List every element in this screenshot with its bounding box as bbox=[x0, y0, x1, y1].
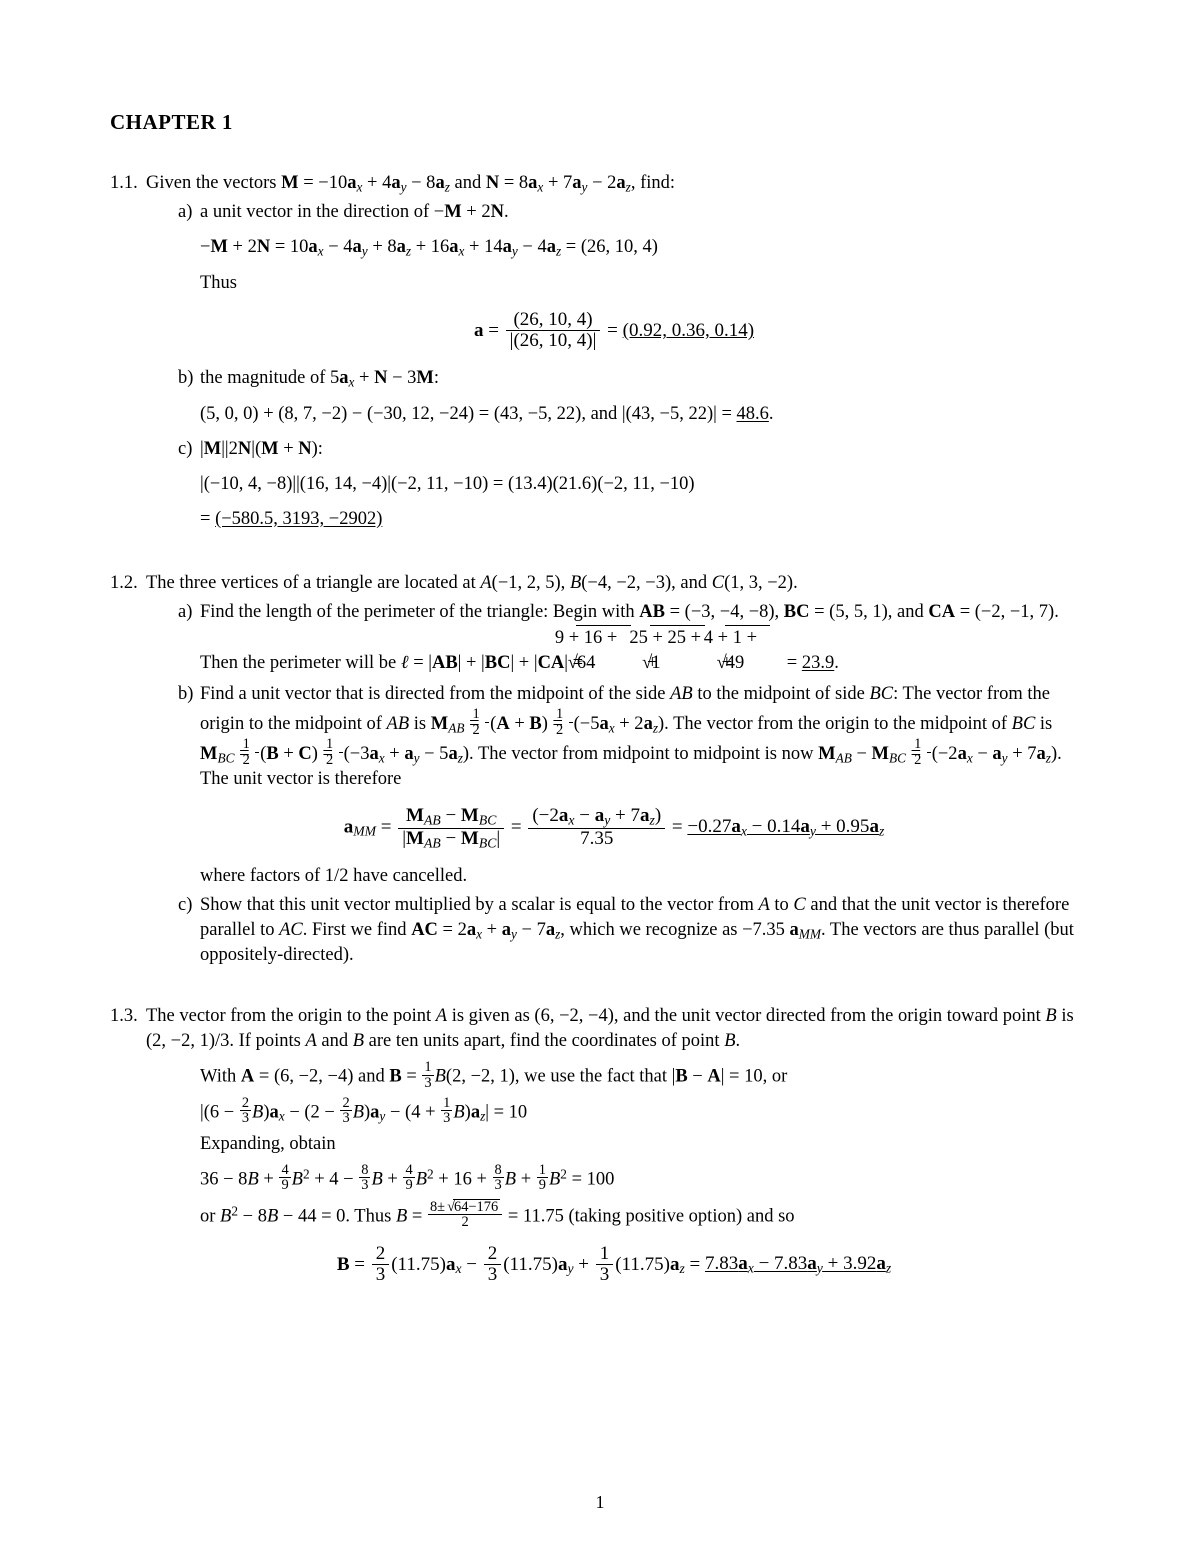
subpart-label: a) bbox=[178, 600, 200, 625]
problem: 1.1.Given the vectors M = −10ax + 4ay − … bbox=[110, 171, 1090, 541]
subpart-text: Find a unit vector that is directed from… bbox=[200, 684, 1062, 789]
equation-display: aMM = MAB − MBC|MAB − MBC| = (−2ax − ay … bbox=[146, 806, 1082, 850]
subpart-label: b) bbox=[178, 366, 200, 391]
problem: 1.2.The three vertices of a triangle are… bbox=[110, 571, 1090, 974]
equation-line: |(−10, 4, −8)||(16, 14, −4)|(−2, 11, −10… bbox=[200, 472, 1082, 497]
subpart-text: the magnitude of 5ax + N − 3M: bbox=[200, 368, 439, 388]
subpart: c)Show that this unit vector multiplied … bbox=[146, 893, 1082, 968]
subpart-label: b) bbox=[178, 682, 200, 707]
problem-number: 1.3. bbox=[110, 1004, 146, 1029]
work-line: 36 − 8B + 49B2 + 4 − 83B + 49B2 + 16 + 8… bbox=[200, 1163, 1082, 1193]
work-line: Expanding, obtain bbox=[200, 1132, 1082, 1157]
work-line: where factors of 1/2 have cancelled. bbox=[200, 864, 1082, 889]
problems-container: 1.1.Given the vectors M = −10ax + 4ay − … bbox=[110, 171, 1090, 1300]
subpart: b)the magnitude of 5ax + N − 3M: bbox=[146, 366, 1082, 391]
work-line: |(6 − 23B)ax − (2 − 23B)ay − (4 + 13B)az… bbox=[200, 1096, 1082, 1126]
problem-stem: The three vertices of a triangle are loc… bbox=[146, 573, 798, 593]
problem-body: Given the vectors M = −10ax + 4ay − 8az … bbox=[146, 171, 1082, 541]
page-number: 1 bbox=[0, 1492, 1200, 1513]
subpart-text: Find the length of the perimeter of the … bbox=[200, 602, 1059, 673]
subpart-text: |M||2N|(M + N): bbox=[200, 439, 323, 459]
chapter-title: CHAPTER 1 bbox=[110, 110, 1090, 135]
subpart: c)|M||2N|(M + N): bbox=[146, 437, 1082, 462]
equation-line: Thus bbox=[200, 271, 1082, 296]
equation-line: = (−580.5, 3193, −2902) bbox=[200, 507, 1082, 532]
equation-display: B = 23(11.75)ax − 23(11.75)ay + 13(11.75… bbox=[146, 1244, 1082, 1287]
subpart: a)Find the length of the perimeter of th… bbox=[146, 600, 1082, 676]
subpart-text: a unit vector in the direction of −M + 2… bbox=[200, 202, 509, 222]
equation-line: (5, 0, 0) + (8, 7, −2) − (−30, 12, −24) … bbox=[200, 402, 1082, 427]
problem: 1.3.The vector from the origin to the po… bbox=[110, 1004, 1090, 1300]
problem-body: The vector from the origin to the point … bbox=[146, 1004, 1082, 1300]
problem-number: 1.1. bbox=[110, 171, 146, 196]
problem-number: 1.2. bbox=[110, 571, 146, 596]
document-page: CHAPTER 1 1.1.Given the vectors M = −10a… bbox=[0, 0, 1200, 1553]
equation-line: −M + 2N = 10ax − 4ay + 8az + 16ax + 14ay… bbox=[200, 235, 1082, 260]
subpart-text: Show that this unit vector multiplied by… bbox=[200, 895, 1074, 965]
subpart-label: a) bbox=[178, 200, 200, 225]
problem-stem: Given the vectors M = −10ax + 4ay − 8az … bbox=[146, 173, 675, 193]
subpart: a)a unit vector in the direction of −M +… bbox=[146, 200, 1082, 225]
subpart-label: c) bbox=[178, 437, 200, 462]
subpart: b)Find a unit vector that is directed fr… bbox=[146, 682, 1082, 792]
subpart-label: c) bbox=[178, 893, 200, 918]
work-line: With A = (6, −2, −4) and B = 13B(2, −2, … bbox=[200, 1060, 1082, 1090]
work-line: or B2 − 8B − 44 = 0. Thus B = 8±64−1762 … bbox=[200, 1199, 1082, 1230]
equation-display: a = (26, 10, 4)|(26, 10, 4)| = (0.92, 0.… bbox=[146, 310, 1082, 353]
problem-stem: The vector from the origin to the point … bbox=[146, 1006, 1074, 1051]
problem-body: The three vertices of a triangle are loc… bbox=[146, 571, 1082, 974]
